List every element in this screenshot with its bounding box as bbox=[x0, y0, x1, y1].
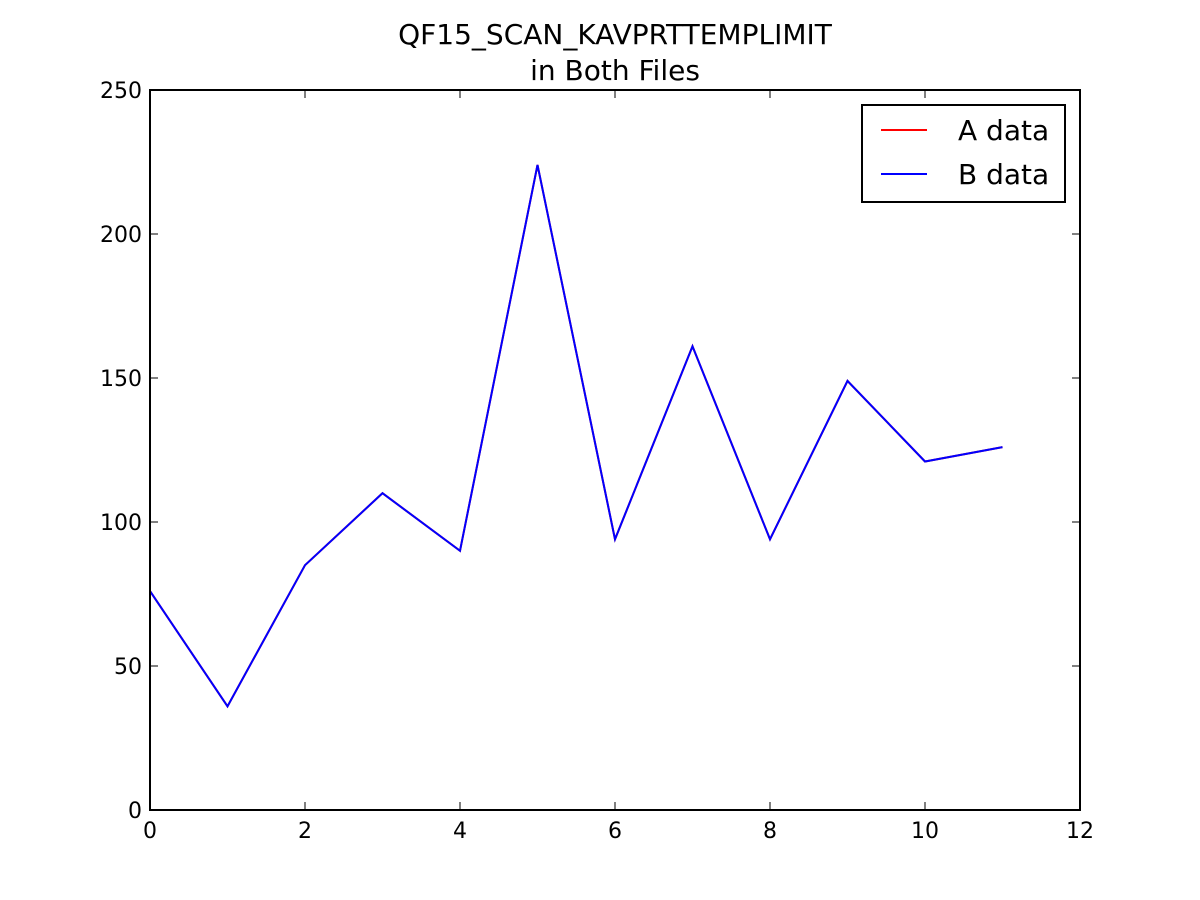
y-tick-label: 50 bbox=[114, 655, 142, 680]
x-tick-label: 12 bbox=[1066, 819, 1094, 844]
x-tick-label: 4 bbox=[453, 819, 467, 844]
series-line-a-data bbox=[149, 164, 1003, 709]
axes-layer: 0 2 4 6 8 10 12 0 50 100 150 200 250 bbox=[100, 79, 1094, 844]
x-tick-label: 8 bbox=[763, 819, 777, 844]
y-tick-label: 100 bbox=[100, 511, 142, 536]
legend-label-b-data: B data bbox=[958, 158, 1049, 191]
plot-frame bbox=[149, 89, 1081, 811]
x-tick-label: 2 bbox=[298, 819, 312, 844]
y-tick-label: 150 bbox=[100, 367, 142, 392]
legend-label-a-data: A data bbox=[958, 114, 1049, 147]
chart-title: QF15_SCAN_KAVPRTTEMPLIMIT bbox=[398, 18, 833, 51]
legend-box bbox=[861, 104, 1066, 203]
series-line-b-data bbox=[149, 164, 1003, 709]
y-tick-label: 200 bbox=[100, 223, 142, 248]
y-tick-label: 250 bbox=[100, 79, 142, 104]
chart-subtitle: in Both Files bbox=[530, 54, 700, 87]
series-layer bbox=[149, 164, 1003, 709]
x-tick-label: 6 bbox=[608, 819, 622, 844]
y-tick-label: 0 bbox=[128, 799, 142, 824]
x-tick-label: 0 bbox=[143, 819, 157, 844]
legend: A data B data bbox=[861, 104, 1066, 203]
x-tick-label: 10 bbox=[911, 819, 939, 844]
